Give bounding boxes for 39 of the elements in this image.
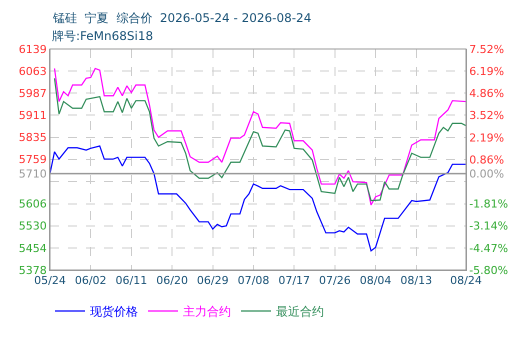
y2-tick-label: 0.00%	[469, 168, 504, 181]
y2-tick-label: -3.14%	[469, 220, 508, 233]
legend-label: 现货价格	[90, 304, 138, 319]
y2-tick-label: 0.86%	[469, 153, 504, 166]
y-tick-label: 5911	[18, 109, 47, 122]
x-tick-label: 05/24	[34, 274, 66, 288]
x-tick-label: 08/13	[400, 274, 432, 288]
y-tick-label: 5835	[18, 131, 47, 144]
x-tick-label: 06/29	[196, 274, 229, 288]
y2-tick-label: 4.86%	[469, 86, 504, 100]
y2-tick-label: 6.19%	[469, 64, 504, 78]
y-tick-label: 5378	[18, 264, 47, 277]
line-series	[50, 145, 466, 252]
y2-tick-label: -5.80%	[469, 264, 508, 277]
x-tick-label: 06/20	[156, 274, 188, 288]
x-tick-label: 07/17	[278, 274, 310, 288]
y2-tick-label: -1.81%	[469, 198, 508, 211]
y2-tick-label: 2.19%	[469, 131, 504, 144]
y2-tick-label: -4.47%	[469, 242, 508, 255]
chart-subtitle: 牌号:FeMn68Si18	[52, 29, 154, 43]
x-tick-label: 06/11	[116, 274, 148, 288]
y-tick-label: 5454	[18, 242, 47, 255]
x-tick-label: 06/02	[74, 274, 107, 288]
x-tick-label: 08/24	[450, 274, 482, 288]
legend-label: 主力合约	[183, 304, 231, 319]
x-tick-label: 08/04	[360, 274, 392, 288]
x-tick-label: 07/26	[319, 274, 351, 288]
y-tick-label: 6063	[18, 64, 47, 78]
y2-tick-label: 7.52%	[469, 42, 504, 56]
legend-label: 最近合约	[276, 304, 324, 319]
y-tick-label: 5987	[18, 86, 47, 100]
chart-title: 锰硅 宁夏 综合价 2026-05-24 - 2026-08-24	[52, 11, 312, 25]
y-tick-label: 5530	[18, 220, 47, 233]
y-tick-label: 6139	[18, 42, 47, 56]
y-tick-label: 5710	[18, 167, 47, 180]
y-tick-label: 5759	[18, 153, 47, 166]
y-tick-label: 5606	[18, 198, 47, 211]
x-tick-label: 07/08	[238, 274, 270, 288]
y2-tick-label: 3.52%	[469, 109, 504, 122]
